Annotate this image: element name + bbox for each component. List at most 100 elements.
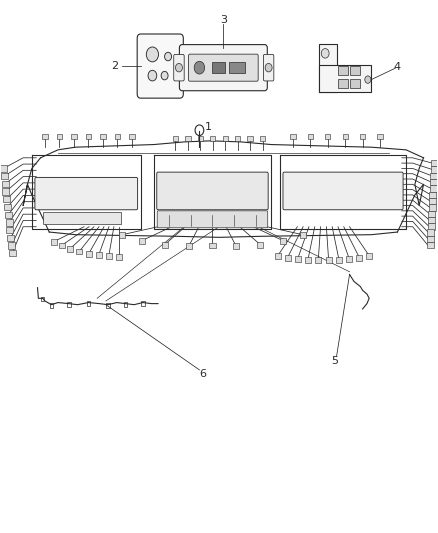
Bar xyxy=(106,303,110,308)
Bar xyxy=(429,204,435,211)
Bar xyxy=(41,297,45,302)
Bar xyxy=(43,213,121,224)
FancyBboxPatch shape xyxy=(174,54,184,81)
Bar xyxy=(285,255,291,261)
Bar xyxy=(247,135,253,141)
Bar xyxy=(106,254,112,259)
Bar xyxy=(2,181,9,187)
Bar xyxy=(431,166,438,173)
FancyBboxPatch shape xyxy=(180,45,267,91)
Bar xyxy=(209,243,215,248)
Bar xyxy=(100,134,106,139)
Bar xyxy=(0,165,7,172)
Bar xyxy=(428,211,435,217)
Bar xyxy=(173,135,178,141)
Text: 3: 3 xyxy=(220,15,227,25)
Text: 6: 6 xyxy=(199,369,206,378)
Bar xyxy=(162,242,168,248)
Bar xyxy=(325,257,332,263)
Bar xyxy=(87,301,90,306)
Bar xyxy=(57,134,62,139)
Bar xyxy=(223,135,228,141)
Bar xyxy=(427,236,434,242)
Bar xyxy=(129,134,134,139)
Bar xyxy=(429,191,436,198)
Text: 5: 5 xyxy=(331,356,338,366)
Text: 2: 2 xyxy=(111,61,118,71)
Circle shape xyxy=(176,63,183,72)
Bar xyxy=(428,217,435,223)
Bar xyxy=(336,257,342,263)
Text: 1: 1 xyxy=(205,122,212,132)
FancyBboxPatch shape xyxy=(157,211,268,228)
Bar xyxy=(315,257,321,263)
Circle shape xyxy=(194,61,205,74)
Bar xyxy=(6,219,13,225)
Bar xyxy=(338,66,348,75)
Bar xyxy=(343,134,348,139)
Bar xyxy=(319,65,371,92)
Bar xyxy=(295,256,301,262)
Circle shape xyxy=(265,63,272,72)
Bar xyxy=(119,232,125,238)
Bar xyxy=(115,134,120,139)
Bar xyxy=(430,185,437,191)
Bar xyxy=(185,135,191,141)
Bar xyxy=(76,248,82,254)
Bar xyxy=(429,198,436,204)
Bar xyxy=(229,62,245,73)
Circle shape xyxy=(146,47,159,62)
Bar xyxy=(42,134,47,139)
Bar xyxy=(430,173,437,179)
Bar xyxy=(1,173,8,179)
Bar xyxy=(141,301,145,306)
Bar xyxy=(49,303,53,308)
Bar xyxy=(325,134,330,139)
Bar xyxy=(378,134,383,139)
Bar xyxy=(257,242,263,248)
Bar xyxy=(366,253,372,259)
Circle shape xyxy=(161,71,168,80)
Bar xyxy=(51,239,57,245)
FancyBboxPatch shape xyxy=(263,54,274,81)
FancyBboxPatch shape xyxy=(283,172,403,210)
Bar xyxy=(210,135,215,141)
Bar xyxy=(427,242,434,248)
Bar xyxy=(5,212,12,218)
Circle shape xyxy=(148,70,157,81)
Circle shape xyxy=(321,49,329,58)
Bar xyxy=(346,256,352,262)
Bar xyxy=(308,134,313,139)
Bar xyxy=(71,134,77,139)
Bar xyxy=(3,188,10,195)
Bar xyxy=(4,204,11,210)
Bar xyxy=(290,134,296,139)
Bar xyxy=(319,44,337,92)
Bar xyxy=(9,250,16,256)
Bar xyxy=(7,227,14,233)
Bar xyxy=(431,160,438,166)
Bar xyxy=(305,257,311,263)
Bar xyxy=(116,254,122,260)
Bar xyxy=(7,235,14,241)
Bar xyxy=(360,134,365,139)
Bar xyxy=(59,243,65,248)
Bar xyxy=(198,135,203,141)
Bar xyxy=(350,66,360,75)
Bar xyxy=(280,238,286,244)
Bar xyxy=(67,302,71,307)
FancyBboxPatch shape xyxy=(157,172,268,210)
Bar xyxy=(139,238,145,244)
Bar xyxy=(275,253,281,259)
Bar xyxy=(186,243,192,249)
Circle shape xyxy=(165,52,172,61)
Bar xyxy=(350,79,360,88)
Bar xyxy=(427,223,434,230)
FancyBboxPatch shape xyxy=(35,177,138,210)
Text: 4: 4 xyxy=(394,62,401,72)
FancyBboxPatch shape xyxy=(188,54,258,81)
Bar xyxy=(3,196,10,203)
Bar xyxy=(124,302,127,307)
Bar xyxy=(338,79,348,88)
FancyBboxPatch shape xyxy=(137,34,184,98)
